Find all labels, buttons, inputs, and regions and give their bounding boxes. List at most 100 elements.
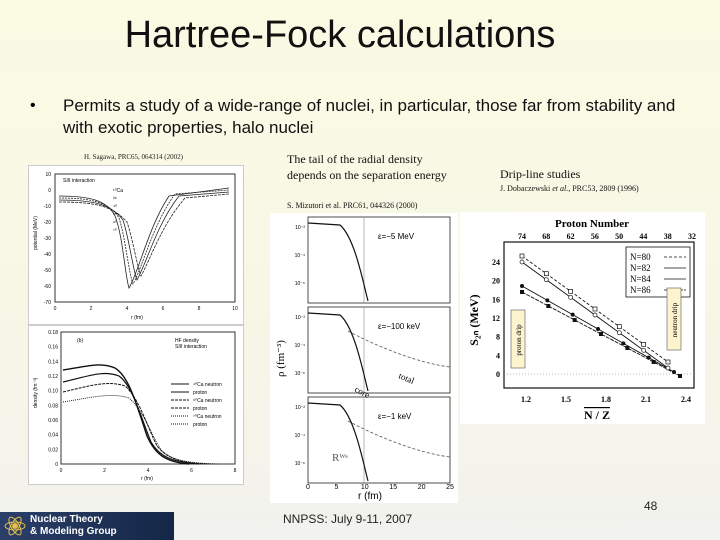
s2n-legend-item: N=84 [630,274,651,284]
proton-drip-tag: proton drip [510,309,526,369]
halo-xlabel: r (fm) [358,491,382,502]
halo-ytick: 10⁻² [295,315,305,321]
s2n-markers [519,253,682,378]
s2n-ytick: 0 [496,370,500,379]
potential-ytick: -50 [44,268,51,274]
potential-xtick: 0 [54,306,57,312]
neutron-drip-tag: neutron drip [666,287,682,351]
s2n-marker [592,312,598,318]
rws-label: Rᵂˢ [332,452,348,464]
s2n-legend-item: N=82 [630,263,651,273]
right-citation-author: J. Dobaczewski [500,184,553,193]
s2n-marker [596,327,600,331]
potential-curves [58,187,230,289]
s2n-marker [592,306,598,312]
s2n-marker [599,332,603,336]
middle-caption: The tail of the radial density depends o… [287,152,447,182]
s2n-marker [646,355,651,360]
s2n-marker [625,346,630,350]
halo-core-curve [307,402,369,482]
s2n-ytick: 4 [496,351,500,360]
halo-xtick: 5 [334,484,338,491]
s2n-top-tick: 38 [664,232,672,241]
right-citation: J. Dobaczewski et al., PRC53, 2809 (1996… [500,183,680,194]
s2n-top-tick: 32 [688,232,696,241]
halo-density-figure: ρ (fm⁻³) r (fm) ε=−5 MeV 10⁻² 10⁻⁴ 10⁻⁶ ε=−1… [270,213,458,503]
s2n-marker [568,294,574,300]
s2n-frame [503,241,695,389]
potential-curve-label: ⁴⁰ [113,204,117,210]
s2n-marker [678,374,682,378]
potential-curve-3 [58,191,230,281]
density-tag: (b) [77,338,83,344]
potential-curve-label: ⁷⁰ [113,228,117,234]
s2n-marker [520,284,524,288]
s2n-ytick: 16 [492,295,500,304]
s2n-ylabel: S₂ₙ (MeV) [467,294,481,345]
s2n-marker [665,365,671,371]
density-ytick: 0.10 [48,389,58,395]
s2n-legend-item: N=86 [630,285,651,295]
right-citation-etal: et al. [552,184,569,193]
density-legend-item: proton [193,390,207,396]
neutron-drip-label: neutron drip [671,302,679,337]
left-citation: H. Sagawa, PRC65, 064314 (2002) [84,153,183,161]
halo-ytick: 10⁻⁶ [295,281,305,287]
s2n-marker [651,360,656,364]
density-ylabel: density (fm⁻³) [33,377,39,408]
s2n-top-tick: 56 [591,232,599,241]
potential-xtick: 2 [90,306,93,312]
halo-ytick: 10⁻⁴ [295,433,305,439]
atom-icon [4,516,26,536]
s2n-marker [520,290,524,294]
proton-drip-label: proton drip [515,324,523,356]
density-plot: (b) HF density SIII interaction density … [28,325,244,485]
halo-panel-energy: ε=−1 keV [378,412,412,421]
bullet-text: Permits a study of a wide-range of nucle… [63,96,676,137]
s2n-xtick: 1.8 [601,395,611,404]
halo-ytick: 10⁻² [295,405,305,411]
s2n-xtick: 1.2 [521,395,531,404]
density-yticks: 0.18 0.16 0.14 0.12 0.10 0.08 0.06 0.04 0.02 0 [48,330,58,468]
s2n-xticks: 1.2 1.5 1.8 2.1 2.4 [521,395,691,404]
halo-xticks: 0 5 10 15 20 25 [306,484,454,491]
potential-ytick: -60 [44,284,51,290]
s2n-top-tick: 74 [518,232,526,241]
s2n-marker [568,288,574,294]
halo-core-curve [307,312,369,392]
potential-interaction: SIII interaction [63,178,95,184]
potential-ytick: -70 [44,300,51,306]
potential-curve-label: ¹⁰Ca [113,188,123,194]
s2n-marker [545,298,550,303]
s2n-top-ticks: 74 68 62 56 50 44 38 32 [518,232,696,241]
s2n-marker [672,370,676,374]
density-ytick: 0.08 [48,403,58,409]
potential-plot: potential (MeV) r (fm) SIII interaction … [28,165,244,325]
potential-curve-label: ⁶⁰ [113,220,117,226]
s2n-legend-item: N=80 [630,252,651,262]
density-xtick: 8 [234,468,237,474]
s2n-top-tick: 68 [542,232,550,241]
footer-event: NNPSS: July 9-11, 2007 [283,512,413,526]
halo-panel-frame [307,306,451,394]
s2n-ytick: 12 [492,314,500,323]
halo-xtick: 15 [389,484,397,491]
middle-citation: S. Mizutori et al. PRC61, 044326 (2000) [287,201,418,210]
halo-panel-frame [307,396,451,484]
density-curves [62,364,220,465]
s2n-marker [616,330,622,336]
s2n-marker [519,253,525,259]
potential-ytick: -30 [44,236,51,242]
right-citation-rest: , PRC53, 2809 (1996) [568,184,639,193]
halo-ytick: 10⁻⁴ [295,253,305,259]
logo-line2: & Modeling Group [30,526,117,537]
s2n-marker [543,277,549,283]
halo-tail-curve [347,330,451,368]
s2n-ytick: 8 [496,333,500,342]
density-ytick: 0.06 [48,418,58,424]
s2n-yticks: 24 20 16 12 8 4 0 [492,258,500,379]
potential-plot-background [29,166,243,324]
density-ytick: 0.16 [48,345,58,351]
potential-curve-4 [58,193,230,277]
halo-ytick: 10⁻⁶ [295,371,305,377]
